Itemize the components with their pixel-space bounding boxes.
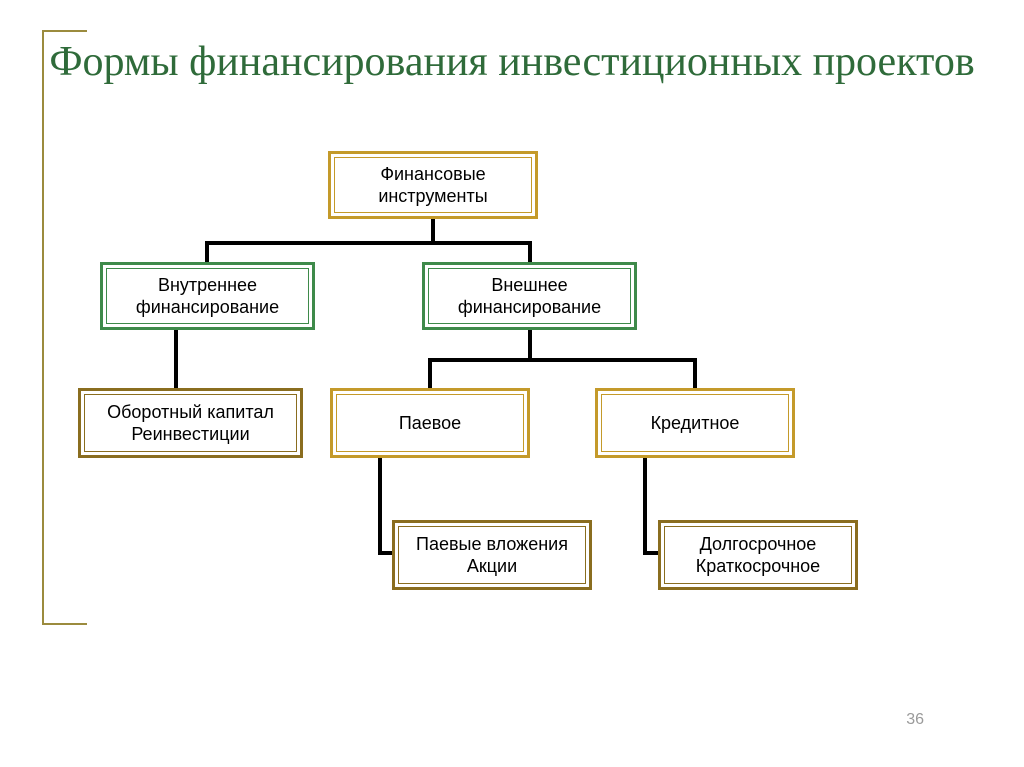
node-label: Паевые вложения Акции bbox=[407, 533, 577, 578]
node-external: Внешнее финансирование bbox=[422, 262, 637, 330]
connector bbox=[205, 241, 209, 262]
connector bbox=[174, 330, 178, 388]
node-label: Финансовые инструменты bbox=[343, 163, 523, 208]
node-shares: Паевые вложения Акции bbox=[392, 520, 592, 590]
connector bbox=[528, 330, 532, 358]
connector bbox=[528, 241, 532, 262]
connector bbox=[378, 551, 392, 555]
connector bbox=[431, 219, 435, 241]
node-internal: Внутреннее финансирование bbox=[100, 262, 315, 330]
page-number: 36 bbox=[906, 711, 924, 729]
node-label: Внутреннее финансирование bbox=[115, 274, 300, 319]
connector bbox=[643, 551, 658, 555]
node-equity: Паевое bbox=[330, 388, 530, 458]
connector bbox=[693, 358, 697, 388]
node-root: Финансовые инструменты bbox=[328, 151, 538, 219]
node-credit: Кредитное bbox=[595, 388, 795, 458]
connector bbox=[205, 241, 530, 245]
node-label: Кредитное bbox=[651, 412, 740, 435]
node-label: Долгосрочное Краткосрочное bbox=[673, 533, 843, 578]
node-working: Оборотный капитал Реинвестиции bbox=[78, 388, 303, 458]
node-label: Паевое bbox=[399, 412, 461, 435]
connector bbox=[643, 458, 647, 553]
node-label: Оборотный капитал Реинвестиции bbox=[93, 401, 288, 446]
connector bbox=[428, 358, 696, 362]
node-label: Внешнее финансирование bbox=[437, 274, 622, 319]
connector bbox=[428, 358, 432, 388]
node-terms: Долгосрочное Краткосрочное bbox=[658, 520, 858, 590]
org-diagram: Финансовые инструменты Внутреннее финанс… bbox=[0, 0, 1024, 767]
connector bbox=[378, 458, 382, 553]
